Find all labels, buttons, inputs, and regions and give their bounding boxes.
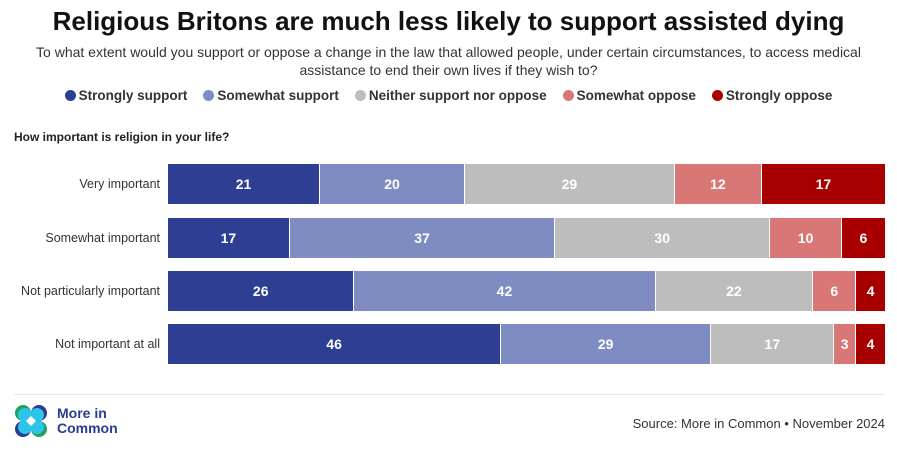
bar-segment: 4	[856, 271, 885, 311]
bar-segment: 4	[855, 324, 885, 364]
data-label: 20	[384, 176, 400, 192]
legend-dot	[711, 90, 723, 101]
bar-segment: 29	[501, 324, 712, 364]
bar-segment: 22	[655, 271, 814, 311]
data-label: 26	[252, 283, 269, 299]
bar-segment: 21	[168, 164, 321, 204]
bar-segment: 10	[770, 218, 842, 258]
data-label: 17	[764, 336, 780, 352]
divider	[14, 394, 884, 395]
data-label: 37	[414, 230, 430, 246]
legend: Strongly support Somewhat support Neither …	[0, 88, 897, 103]
logo-text: More in	[57, 405, 107, 421]
bar-row: Very important 21 20 29 12 17	[0, 164, 897, 204]
source-note: Source: More in Common • November 2024	[632, 416, 885, 431]
bar-segment: 3	[834, 324, 856, 364]
bar-segment: 17	[761, 164, 885, 204]
category-label: Not important at all	[55, 337, 160, 351]
legend-label: Strongly support	[78, 88, 188, 103]
legend-dot	[64, 90, 76, 101]
data-label: 10	[797, 230, 814, 246]
legend-label: Strongly oppose	[725, 88, 833, 103]
bar-segment: 6	[813, 271, 857, 311]
data-label: 17	[220, 230, 237, 246]
data-label: 22	[726, 283, 742, 299]
logo-icon	[15, 405, 47, 437]
bar-row: Somewhat important 17 37 30 10 6	[0, 218, 897, 258]
bar-segment: 42	[354, 271, 656, 311]
data-label: 21	[235, 176, 252, 192]
legend-dot	[203, 90, 215, 101]
bar-row: Not particularly important 26 42 22 6 4	[0, 271, 897, 311]
legend-dot	[354, 90, 366, 101]
bar-segment: 46	[168, 324, 502, 364]
legend-item: Neither support nor oppose	[354, 88, 547, 103]
bar-segment: 37	[289, 218, 556, 258]
data-label: 6	[859, 230, 868, 246]
bar-segment: 30	[555, 218, 771, 258]
bar-segment: 26	[168, 271, 355, 311]
data-label: 30	[654, 230, 670, 246]
chart-title: Religious Britons are much less likely t…	[52, 6, 845, 36]
stacked-bar: 26 42 22 6 4	[168, 271, 885, 311]
legend-item: Somewhat support	[203, 88, 339, 103]
data-label: 46	[326, 336, 342, 352]
data-label: 17	[815, 176, 832, 192]
legend-label: Somewhat support	[217, 88, 339, 103]
stacked-bar: 46 29 17 3 4	[168, 324, 885, 364]
data-label: 29	[597, 336, 614, 352]
stacked-bar: 21 20 29 12 17	[168, 164, 885, 204]
category-label: Very important	[79, 177, 160, 191]
category-label: Somewhat important	[45, 231, 160, 245]
data-label: 42	[496, 283, 513, 299]
data-label: 12	[710, 176, 726, 192]
bar-segment: 12	[674, 164, 762, 204]
legend-dot	[562, 90, 574, 101]
stacked-bar: 17 37 30 10 6	[168, 218, 885, 258]
data-label: 29	[561, 176, 578, 192]
data-label: 4	[866, 336, 875, 352]
bar-segment: 6	[841, 218, 885, 258]
data-label: 3	[840, 336, 849, 352]
data-label: 6	[830, 283, 839, 299]
bar-segment: 29	[464, 164, 675, 204]
legend-item: Somewhat oppose	[562, 88, 696, 103]
chart-subtitle: To what extent would you support or oppo…	[36, 44, 861, 78]
logo: More in Common	[14, 404, 118, 438]
bar-row: Not important at all 46 29 17 3 4	[0, 324, 897, 364]
data-label: 4	[866, 283, 875, 299]
category-label: Not particularly important	[21, 284, 160, 298]
legend-item: Strongly support	[64, 88, 188, 103]
bar-segment: 20	[320, 164, 465, 204]
legend-item: Strongly oppose	[711, 88, 833, 103]
question-label: How important is religion in your life?	[14, 130, 230, 144]
bar-segment: 17	[168, 218, 290, 258]
legend-label: Neither support nor oppose	[368, 88, 547, 103]
bar-segment: 17	[711, 324, 835, 364]
legend-label: Somewhat oppose	[576, 88, 696, 103]
logo-text: Common	[57, 420, 118, 436]
